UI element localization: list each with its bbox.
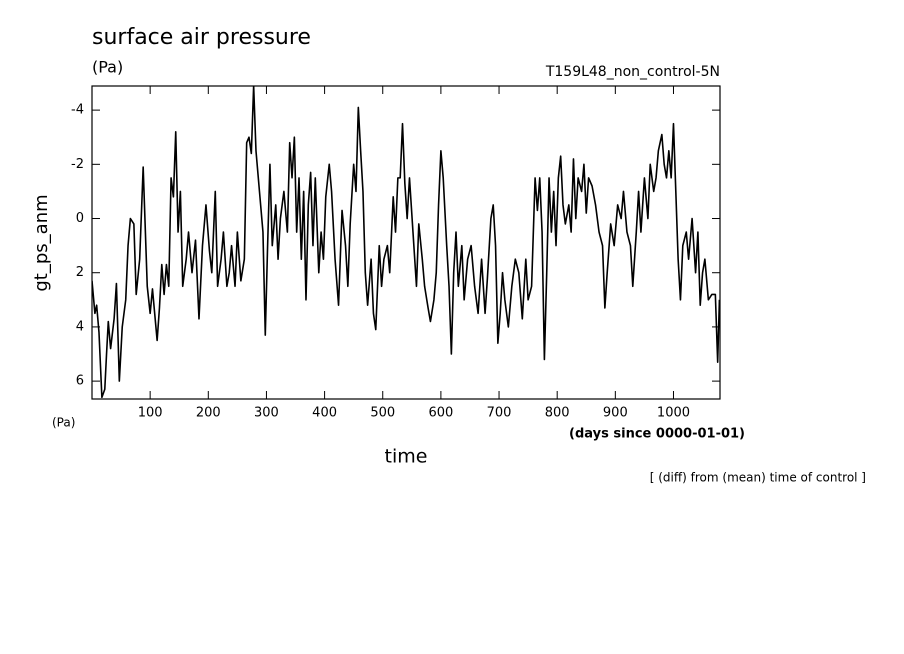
chart-title: surface air pressure: [92, 25, 311, 50]
y-unit: (Pa): [52, 416, 75, 430]
x-tick-label: 500: [370, 406, 395, 421]
y-tick-label: 2: [76, 265, 84, 280]
footnote: [ (diff) from (mean) time of control ]: [650, 471, 866, 485]
x-tick-label: 100: [138, 406, 163, 421]
x-tick-label: 1000: [657, 406, 690, 421]
x-tick-label: 600: [428, 406, 453, 421]
x-tick-label: 400: [312, 406, 337, 421]
plot-frame: [91, 85, 721, 400]
y-axis-label: gt_ps_anm: [31, 194, 52, 291]
data-line: [92, 86, 720, 399]
x-axis-label: time: [385, 446, 428, 468]
x-tick-label: 200: [196, 406, 221, 421]
x-unit: (days since 0000-01-01): [569, 427, 745, 442]
x-tick-label: 900: [603, 406, 628, 421]
x-tick-label: 800: [545, 406, 570, 421]
y-tick-label: 0: [76, 211, 84, 226]
chart-subtitle: (Pa): [92, 58, 123, 77]
annotation: T159L48_non_control-5N: [545, 64, 720, 80]
x-tick-label: 300: [254, 406, 279, 421]
y-tick-label: -4: [71, 103, 84, 118]
y-tick-label: -2: [71, 157, 84, 172]
y-tick-label: 6: [76, 374, 84, 389]
y-tick-label: 4: [76, 319, 84, 334]
x-tick-label: 700: [487, 406, 512, 421]
